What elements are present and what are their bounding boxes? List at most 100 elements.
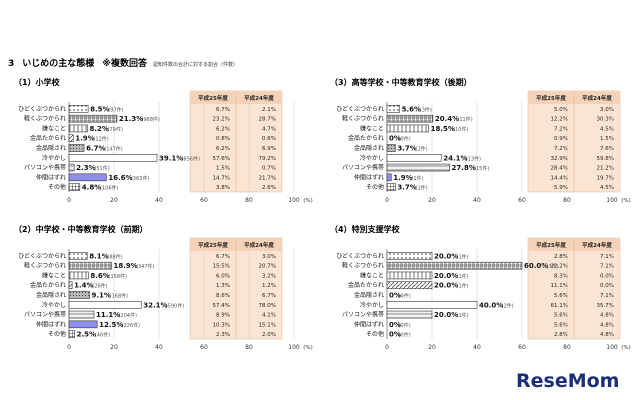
count-label: (2件) — [502, 302, 514, 309]
table-cell: 15.1% — [259, 322, 276, 328]
bar — [68, 183, 81, 191]
count-label: (12件) — [93, 136, 108, 143]
data-label: 1.9% — [75, 135, 94, 143]
table-cell: 7.2% — [554, 146, 568, 152]
x-tick-label: 40 — [473, 344, 481, 351]
x-tick-label: 100 — [288, 197, 300, 204]
x-tick-label: 20 — [428, 344, 436, 351]
x-tick-label: 100 — [288, 344, 300, 351]
table-cell: 23.2% — [213, 117, 230, 123]
table-cell: 22.2% — [551, 264, 568, 270]
count-label: (88件) — [107, 253, 122, 260]
table-cell: 57.4% — [213, 303, 230, 309]
data-label: 20.0% — [434, 311, 458, 319]
table-cell: 6.9% — [262, 146, 276, 152]
table-cell: 8.6% — [216, 293, 230, 299]
bar — [386, 281, 433, 290]
data-label: 20.0% — [434, 282, 458, 290]
category-label: 冷やかし — [42, 301, 66, 309]
data-label: 16.6% — [108, 174, 132, 182]
bar — [68, 153, 158, 162]
bar — [386, 124, 429, 133]
bar — [68, 114, 118, 123]
table-cell: 28.7% — [259, 117, 276, 123]
bar — [68, 300, 142, 309]
table-cell: 7.1% — [600, 254, 614, 260]
data-label: 5.6% — [402, 105, 421, 113]
table-cell: 0.9% — [554, 136, 568, 142]
category-label: 金品たかられ — [30, 281, 66, 289]
table-cell: 2.1% — [262, 107, 276, 113]
x-tick-label: 20 — [110, 197, 118, 204]
count-label: (3件) — [420, 106, 432, 113]
category-label: ひどくぶつかられ — [336, 105, 384, 113]
count-label: (11件) — [457, 116, 472, 123]
data-label: 39.1% — [159, 154, 183, 162]
table-cell: 1.2% — [262, 283, 276, 289]
table-cell: 8.3% — [554, 273, 568, 279]
category-label: 嫌なこと — [360, 124, 384, 132]
data-label: 20.0% — [434, 252, 458, 260]
category-label: 仲間はずれ — [36, 173, 66, 181]
table-cell: 20.7% — [259, 264, 276, 270]
resemom-logo: ReseMom — [516, 370, 620, 392]
category-label: ひどくぶつかられ — [18, 105, 66, 113]
data-label: 3.7% — [397, 145, 416, 153]
count-label: (13件) — [466, 155, 481, 162]
category-label: その他 — [366, 183, 384, 191]
bar — [68, 330, 75, 338]
table-cell: 7.1% — [600, 264, 614, 270]
count-label: (1件) — [411, 175, 423, 182]
data-label: 8.5% — [90, 105, 109, 113]
category-label: ひどくぶつかられ — [336, 252, 384, 260]
category-label: 軽くぶつかられ — [24, 115, 66, 123]
count-label: (1件) — [457, 283, 469, 290]
table-header: 平成24年度 — [582, 94, 612, 102]
category-label: 嫌なこと — [42, 124, 66, 132]
bar — [68, 261, 112, 270]
bar — [68, 252, 88, 260]
table-cell: 4.7% — [262, 126, 276, 132]
table-cell: 5.9% — [554, 185, 568, 191]
count-label: (168件) — [110, 293, 128, 300]
table-cell: 0.6% — [262, 136, 276, 142]
table-cell: 3.8% — [216, 185, 230, 191]
data-label: 0% — [389, 321, 401, 329]
data-label: 8.2% — [89, 125, 108, 133]
table-cell: 4.8% — [600, 322, 614, 328]
chart-panel-special-support: 平成25年度 平成24年度 2.8% 7.1% 22.2% 7.1% 8.3% 0.0% 11.… — [336, 237, 631, 351]
count-label: (15件) — [474, 165, 489, 172]
data-label: 20.4% — [435, 115, 459, 123]
data-label: 8.6% — [90, 272, 109, 280]
category-label: 冷やかし — [360, 154, 384, 162]
table-cell: 5.6% — [554, 322, 568, 328]
bar — [386, 271, 433, 280]
table-cell: 4.1% — [262, 313, 276, 319]
data-label: 18.5% — [431, 125, 455, 133]
x-axis-unit: (%) — [303, 198, 313, 204]
table-cell: 1.5% — [600, 136, 614, 142]
chart-panel-high-school: 平成25年度 平成24年度 5.0% 3.0% 12.2% 30.3% 7.2% 4.5% 0.… — [336, 90, 631, 204]
count-label: (590件) — [166, 302, 184, 309]
bar — [386, 144, 396, 152]
category-label: 金品隠され — [354, 291, 384, 299]
count-label: (363件) — [131, 175, 149, 182]
table-cell: 78.0% — [259, 303, 276, 309]
table-cell: 4.5% — [600, 126, 614, 132]
table-cell: 4.5% — [600, 185, 614, 191]
table-cell: 5.6% — [554, 313, 568, 319]
count-label: (1件) — [457, 253, 469, 260]
data-label: 60.0% — [524, 262, 548, 270]
table-cell: 59.8% — [597, 156, 614, 162]
count-label: (0件) — [399, 293, 411, 300]
bar — [68, 163, 75, 172]
count-label: (97件) — [108, 106, 123, 113]
x-tick-label: 40 — [155, 344, 163, 351]
count-label: (226件) — [122, 322, 140, 329]
data-label: 6.7% — [86, 145, 105, 153]
bar — [386, 173, 392, 182]
x-tick-label: 60 — [200, 344, 208, 351]
x-tick-label: 60 — [518, 197, 526, 204]
table-cell: 3.0% — [262, 254, 276, 260]
